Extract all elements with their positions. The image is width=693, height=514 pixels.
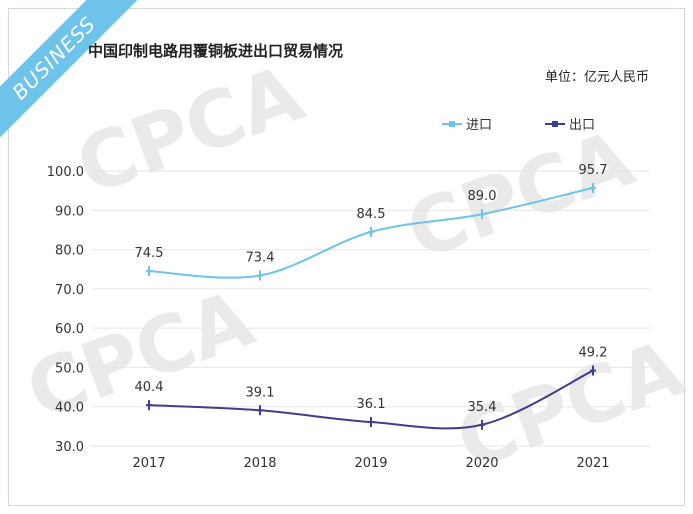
y-tick-label: 100.0 [47, 165, 84, 180]
y-tick-label: 80.0 [55, 244, 84, 259]
y-axis: 30.0 40.0 50.0 60.0 70.0 80.0 90.0 100.0 [47, 165, 84, 455]
data-label: 36.1 [357, 397, 386, 412]
x-tick-label: 2017 [132, 456, 165, 471]
grid-lines [92, 170, 650, 447]
data-label: 40.4 [135, 380, 164, 395]
data-label: 74.5 [135, 246, 164, 261]
x-tick-label: 2020 [465, 456, 498, 471]
chart-frame [8, 8, 685, 506]
y-tick-label: 60.0 [55, 322, 84, 337]
data-label: 73.4 [246, 251, 275, 266]
legend-label-2: 出口 [569, 118, 595, 133]
x-axis: 2017 2018 2019 2020 2021 [132, 456, 609, 471]
unit-label: 单位：亿元人民币 [544, 70, 649, 85]
x-tick-label: 2018 [243, 456, 276, 471]
legend-marker-1 [449, 121, 455, 127]
y-tick-label: 50.0 [55, 361, 84, 376]
x-tick-label: 2019 [354, 456, 387, 471]
chart-title: 中国印制电路用覆铜板进出口贸易情况 [88, 42, 344, 60]
legend-label-1: 进口 [466, 118, 492, 133]
legend-marker-2 [552, 121, 558, 127]
y-tick-label: 90.0 [55, 204, 84, 219]
data-label: 84.5 [357, 207, 386, 222]
data-label: 49.2 [579, 346, 608, 361]
data-label: 89.0 [468, 189, 497, 204]
watermark-3: CPCA [16, 274, 265, 438]
watermark-1: CPCA [66, 49, 315, 213]
data-label: 95.7 [579, 163, 608, 178]
x-tick-label: 2021 [576, 456, 609, 471]
y-tick-label: 30.0 [55, 440, 84, 455]
legend: 进口 出口 [442, 118, 595, 133]
series-layer: 74.5 73.4 84.5 89.0 95.7 40.4 39.1 36.1 35.4 49.2 [135, 163, 608, 430]
data-label: 35.4 [468, 400, 497, 415]
data-label: 39.1 [246, 385, 275, 400]
y-tick-label: 40.0 [55, 401, 84, 416]
watermark-2: CPCA [396, 114, 645, 278]
y-tick-label: 70.0 [55, 283, 84, 298]
